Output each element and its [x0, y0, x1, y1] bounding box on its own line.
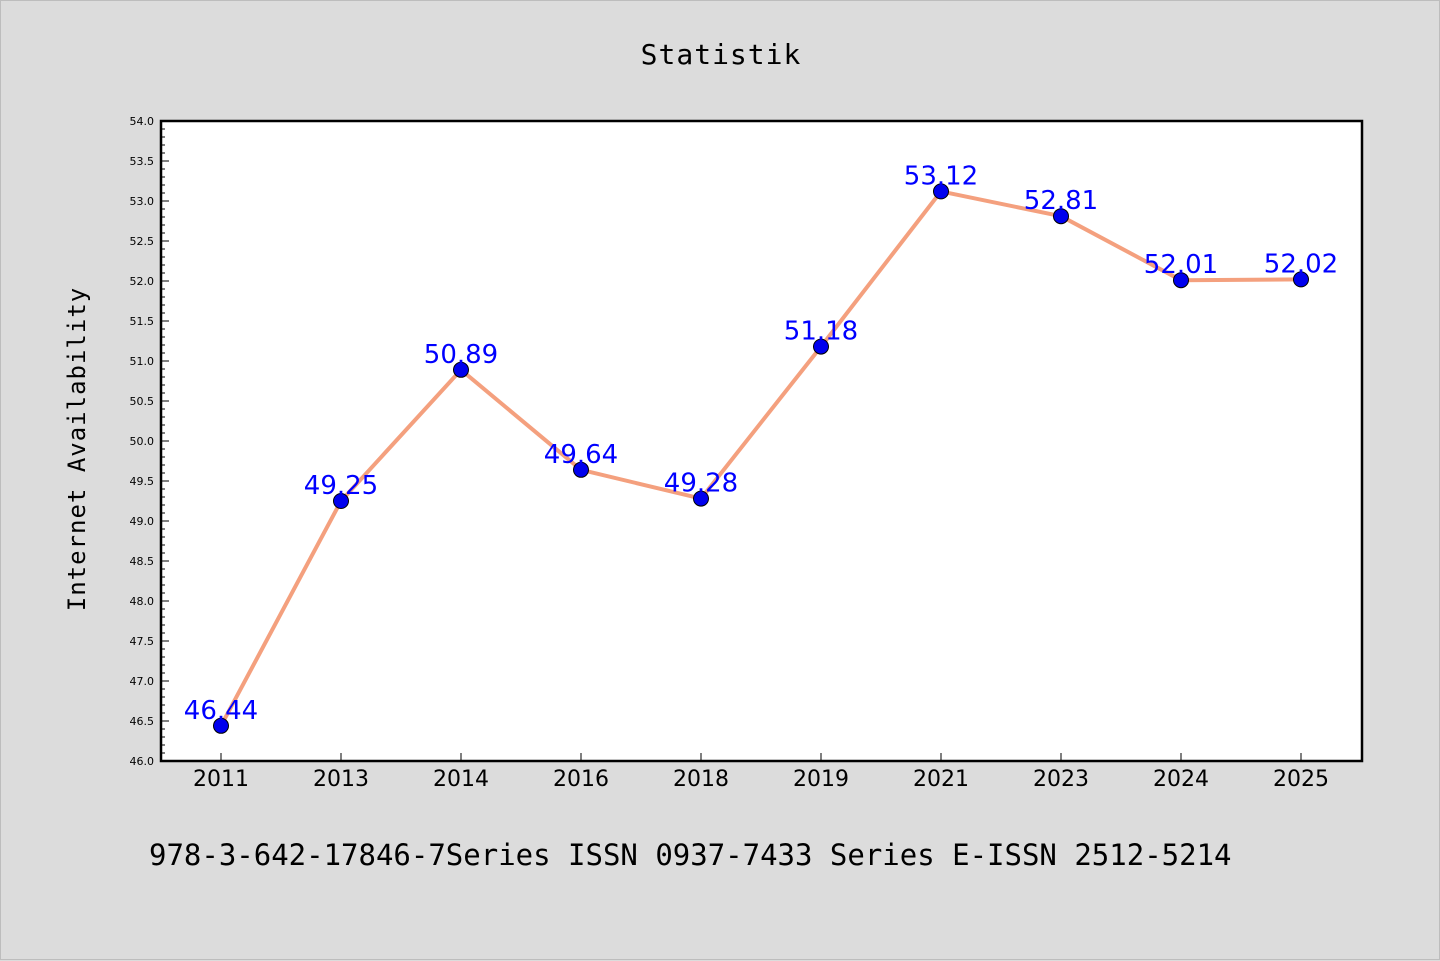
y-tick-label: 46.0	[130, 755, 155, 768]
x-tick-label: 2019	[793, 767, 849, 792]
y-tick-label: 49.0	[130, 515, 155, 528]
series-layer: 46.44 49.25 50.89 49.64 49.28 51.18 53.12 52.81…	[184, 161, 1338, 734]
x-tick-label: 2016	[553, 767, 609, 792]
series-line	[219, 189, 1303, 728]
data-label: 52.02	[1264, 249, 1338, 279]
plot-area	[159, 119, 1364, 763]
y-tick-label: 51.5	[130, 315, 155, 328]
data-label: 49.28	[664, 469, 738, 499]
y-tick-label: 50.5	[130, 395, 155, 408]
data-label: 52.01	[1144, 250, 1218, 280]
x-tick-label: 2018	[673, 767, 729, 792]
data-point-marker	[453, 361, 469, 378]
y-tick-label: 54.0	[130, 115, 155, 128]
x-tick-label: 2014	[433, 767, 489, 792]
y-tick-label: 47.5	[130, 635, 155, 648]
data-point-marker	[933, 183, 949, 200]
data-point-marker	[1053, 208, 1069, 225]
data-label: 46.44	[184, 696, 258, 726]
x-tick-label: 2021	[913, 767, 969, 792]
x-axis: 2011 2013 2014 2016 2018 2019 2021 2023 2024 2025	[193, 753, 1329, 792]
data-point-marker	[1173, 272, 1189, 289]
y-axis-label: Internet Availability	[63, 287, 91, 611]
x-tick-label: 2024	[1153, 767, 1209, 792]
y-tick-label: 48.5	[130, 555, 155, 568]
data-point-marker	[213, 717, 229, 734]
y-tick-label: 52.5	[130, 235, 155, 248]
y-tick-label: 47.0	[130, 675, 155, 688]
x-tick-label: 2023	[1033, 767, 1089, 792]
data-label: 52.81	[1024, 186, 1098, 216]
y-tick-label: 46.5	[130, 715, 155, 728]
data-label: 50.89	[424, 340, 498, 370]
data-label: 53.12	[904, 161, 978, 191]
y-tick-label: 50.0	[130, 435, 155, 448]
y-tick-label: 49.5	[130, 475, 155, 488]
y-axis: 46.0 46.5 47.0 47.5 48.0 48.5 49.0 49.5 50.0 50.5…	[130, 115, 169, 768]
data-label: 49.25	[304, 471, 378, 501]
y-tick-label: 53.5	[130, 155, 155, 168]
y-tick-label: 53.0	[130, 195, 155, 208]
x-tick-label: 2025	[1273, 767, 1329, 792]
chart-title: Statistik	[641, 38, 802, 71]
data-label: 49.64	[544, 440, 618, 470]
y-tick-label: 51.0	[130, 355, 155, 368]
data-point-marker	[333, 493, 349, 509]
x-tick-label: 2011	[193, 767, 249, 792]
data-point-marker	[693, 490, 709, 507]
data-point-marker	[573, 461, 589, 478]
data-point-marker	[1293, 271, 1309, 288]
y-tick-label: 48.0	[130, 595, 155, 608]
footer-isbn-issn: 978-3-642-17846-7Series ISSN 0937-7433 S…	[149, 838, 1232, 872]
data-point-marker	[813, 338, 829, 355]
data-label: 51.18	[784, 317, 858, 347]
y-tick-label: 52.0	[130, 275, 155, 288]
x-tick-label: 2013	[313, 767, 369, 792]
